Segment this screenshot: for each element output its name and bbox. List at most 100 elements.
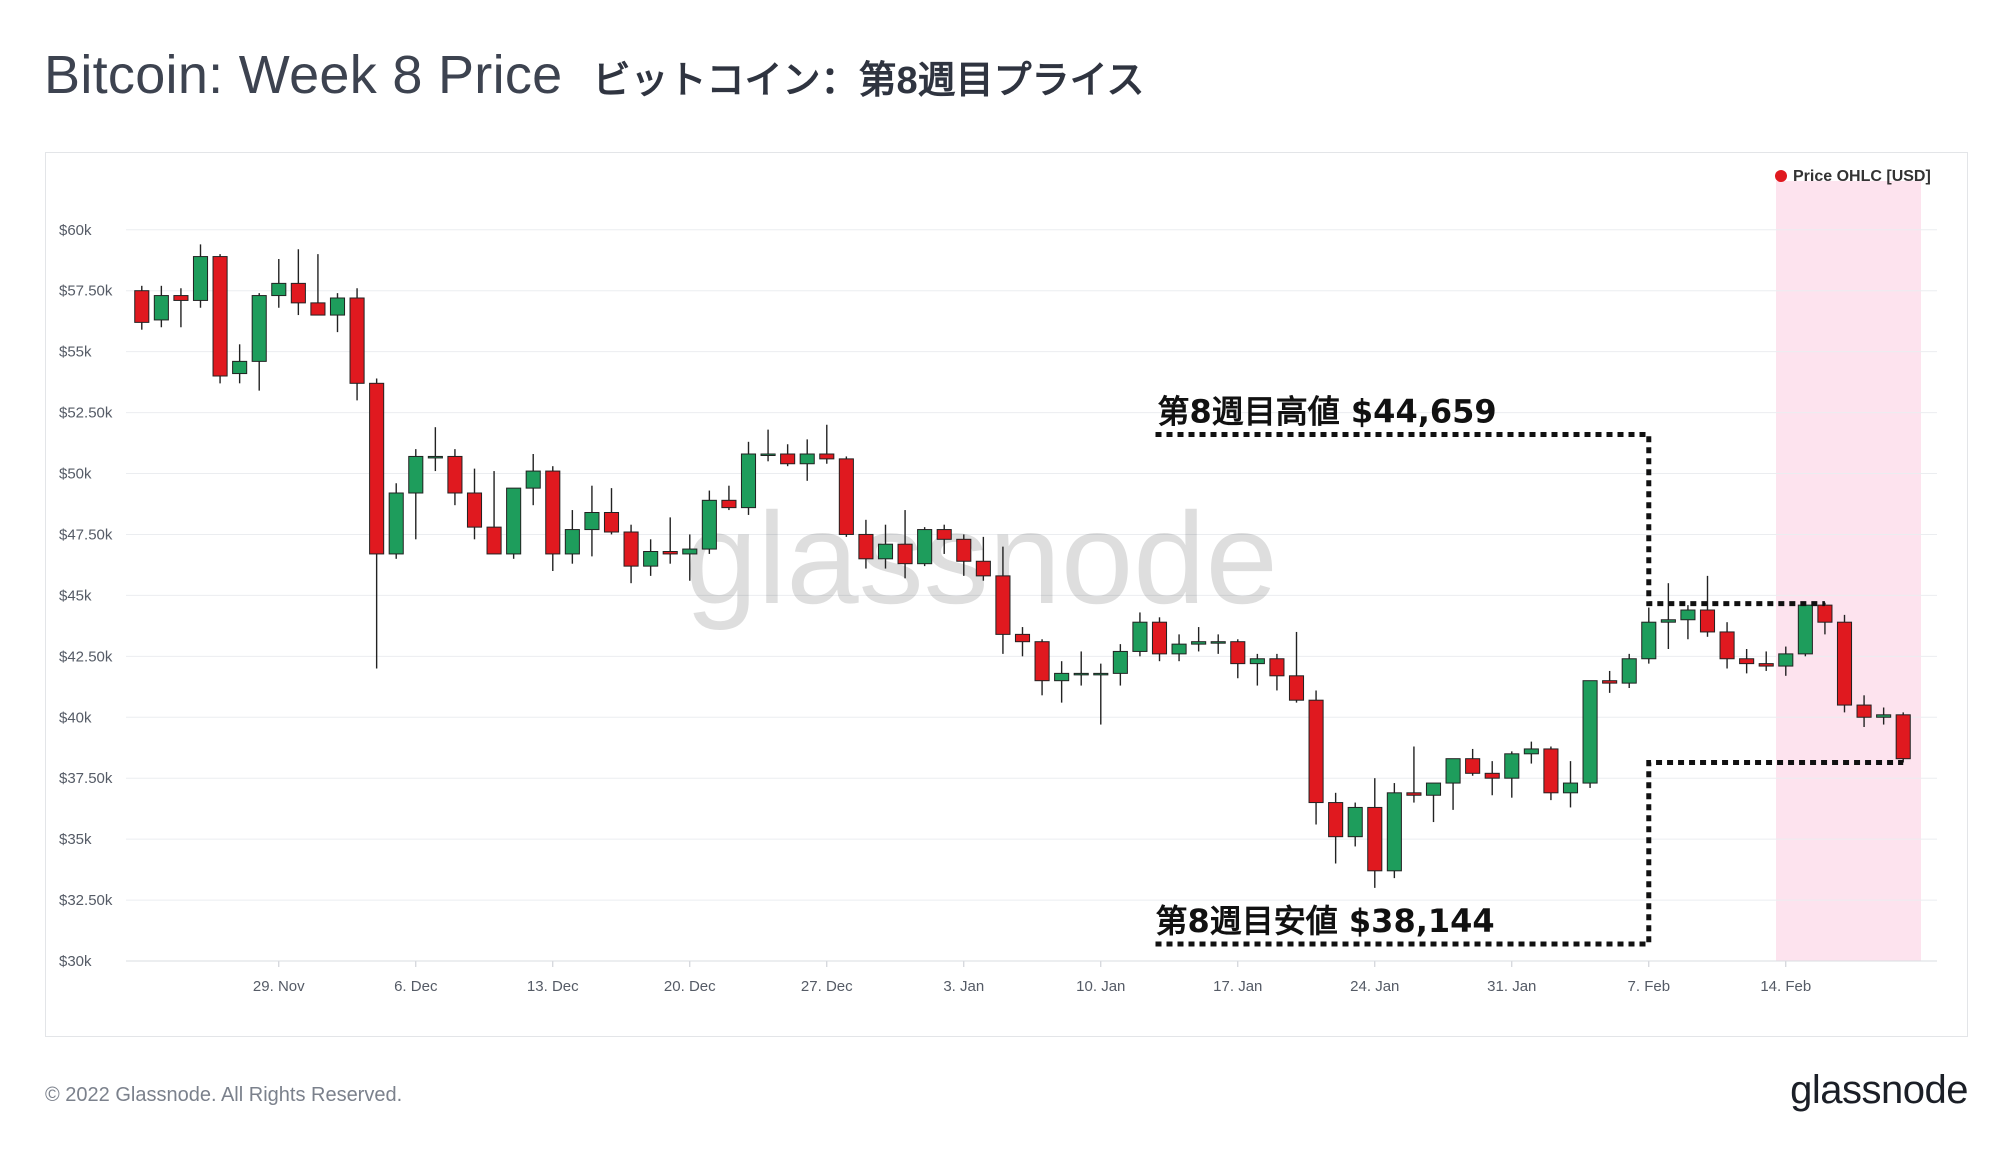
candle-body: [329, 297, 346, 316]
candle: [1895, 712, 1911, 763]
candle: [1699, 575, 1716, 637]
candle: [310, 254, 326, 316]
candle: [1014, 627, 1031, 657]
week-low-label: 第8週目安値 $38,144: [1156, 902, 1495, 940]
candle-body: [819, 453, 835, 460]
candle-body: [897, 543, 913, 565]
candle: [369, 378, 385, 669]
candle: [956, 534, 972, 576]
candle: [271, 259, 287, 308]
candle-body: [408, 455, 424, 494]
candle: [858, 519, 874, 569]
candle-body: [1014, 633, 1031, 643]
candle: [584, 485, 600, 557]
candle-body: [1719, 631, 1735, 660]
candle-body: [349, 297, 365, 384]
candle: [1758, 651, 1774, 671]
candle-body: [251, 295, 267, 362]
candle-body: [153, 295, 169, 321]
title-english: Bitcoin: Week 8 Price: [44, 45, 563, 105]
x-tick-label: 7. Feb: [1628, 978, 1671, 995]
candle: [1347, 802, 1363, 847]
candle: [1719, 622, 1735, 669]
candle-body: [1367, 806, 1383, 872]
candle: [1797, 602, 1813, 657]
candle: [251, 293, 267, 391]
watermark: glassnode: [685, 485, 1278, 631]
candle: [1856, 695, 1872, 727]
y-tick-label: $52.50k: [59, 405, 113, 422]
candle-body: [1112, 650, 1128, 674]
candle: [1562, 761, 1579, 808]
candle: [1191, 627, 1207, 652]
candle: [192, 244, 209, 308]
x-tick-label: 3. Jan: [943, 978, 984, 995]
candle: [1660, 583, 1676, 649]
candle-body: [1210, 641, 1226, 644]
candle: [838, 456, 854, 537]
candle-body: [173, 295, 189, 301]
candle: [447, 449, 463, 506]
candle-body: [290, 282, 306, 304]
candle-body: [780, 453, 796, 465]
candle-body: [1445, 758, 1461, 784]
candle: [1484, 761, 1500, 796]
candle-body: [1876, 714, 1892, 718]
candle-body: [466, 492, 483, 528]
candle: [819, 424, 835, 464]
candle: [721, 485, 737, 511]
candle: [623, 524, 639, 584]
candle-body: [212, 256, 228, 377]
candle: [1621, 653, 1637, 688]
candle: [466, 468, 483, 540]
candle-body: [917, 529, 933, 565]
copyright-text: © 2022 Glassnode. All Rights Reserved.: [45, 1084, 403, 1106]
candle-body: [1171, 643, 1187, 655]
candle-body: [740, 453, 757, 509]
candle-body: [956, 538, 972, 562]
candle: [1386, 783, 1402, 879]
candle: [1308, 690, 1324, 825]
candle: [1093, 663, 1109, 725]
y-tick-label: $45k: [59, 587, 92, 604]
candle: [740, 441, 757, 515]
candle-body: [1465, 758, 1481, 774]
candle-body: [369, 382, 385, 555]
candle-body: [682, 548, 698, 555]
candle-body: [427, 455, 443, 459]
candle: [506, 487, 522, 559]
x-tick-label: 17. Jan: [1213, 978, 1262, 995]
candle: [545, 466, 561, 571]
candle: [936, 524, 952, 554]
candle-body: [1856, 704, 1872, 718]
candle-body: [232, 360, 248, 375]
x-tick-label: 10. Jan: [1076, 978, 1125, 995]
candle: [388, 483, 404, 559]
candle-body: [1288, 675, 1305, 701]
candle: [1288, 631, 1305, 703]
legend-label: Price OHLC [USD]: [1793, 168, 1931, 185]
candle-body: [1699, 609, 1716, 633]
x-tick-label: 13. Dec: [527, 978, 579, 995]
candle: [701, 490, 717, 554]
x-tick-label: 24. Jan: [1350, 978, 1399, 995]
candle-body: [1680, 609, 1696, 621]
candle-body: [838, 458, 854, 535]
candle: [1249, 653, 1265, 686]
candle: [780, 444, 796, 467]
candle-body: [1797, 604, 1813, 655]
candle-body: [799, 453, 815, 465]
candle-body: [545, 470, 561, 555]
candle-body: [271, 282, 287, 297]
y-tick-label: $57.50k: [59, 283, 113, 300]
candle: [1602, 670, 1618, 693]
candle: [1171, 634, 1187, 662]
candle-body: [877, 543, 894, 560]
candle-body: [1328, 802, 1344, 838]
candle: [408, 449, 424, 540]
candle: [134, 285, 150, 330]
candle: [1151, 617, 1168, 662]
candlestick-chart: $30k $32.50k $35k $37.50k $40k $42.50k $45k $47…: [59, 168, 1937, 995]
candle-body: [1602, 680, 1618, 684]
highlight-week-8: [1776, 181, 1921, 961]
